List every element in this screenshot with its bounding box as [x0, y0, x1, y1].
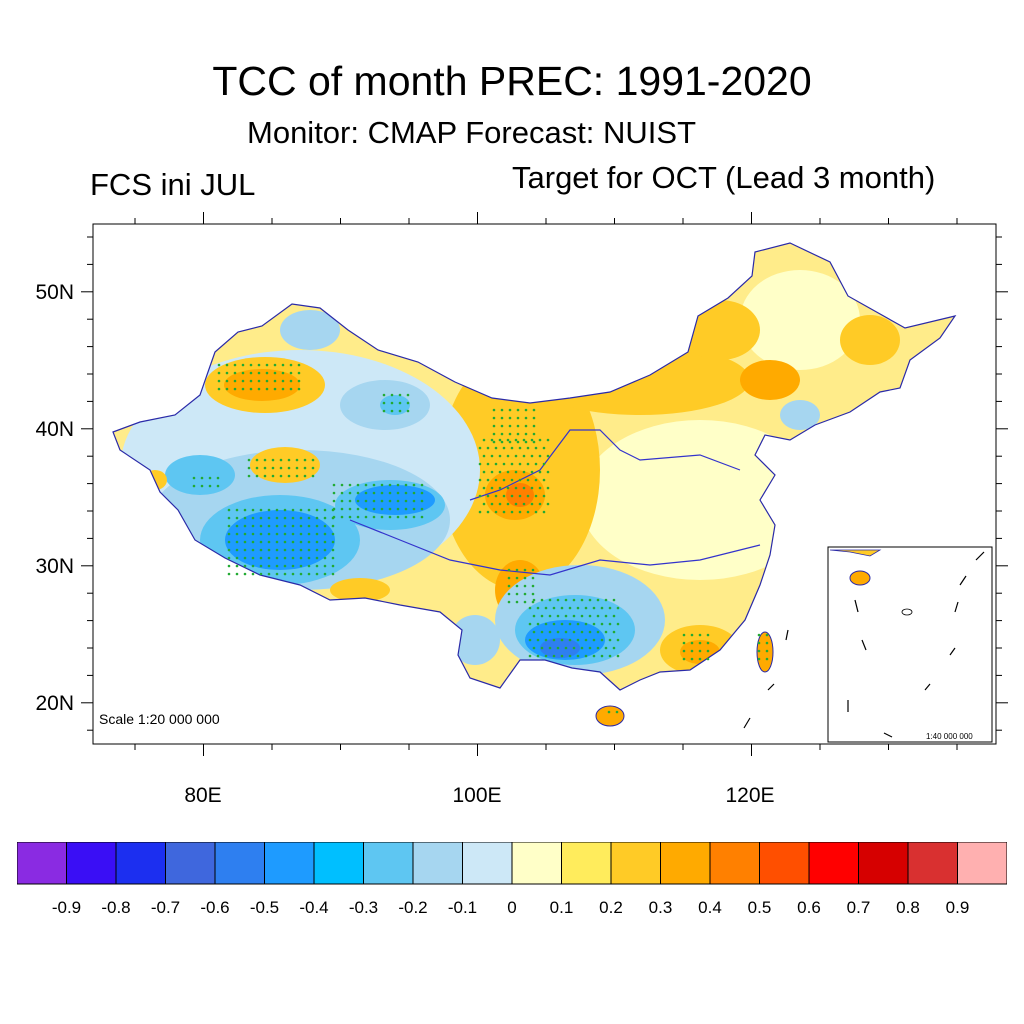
colorbar-tick-label: 0.6: [797, 898, 821, 917]
colorbar-tick-label: -0.3: [348, 898, 379, 917]
colorbar-swatch: [709, 842, 760, 885]
colorbar-swatch: [759, 842, 810, 885]
colorbar: [17, 842, 1007, 885]
colorbar-tick-label: 0.3: [648, 898, 673, 917]
colorbar-swatch: [957, 842, 1007, 885]
colorbar-swatch: [610, 842, 661, 885]
colorbar-swatch: [313, 842, 364, 885]
colorbar-tick-label: 0.2: [599, 898, 623, 917]
colorbar-swatch: [264, 842, 315, 885]
colorbar-swatch: [363, 842, 414, 885]
nine-dash-fragments: [743, 629, 789, 729]
lon-label: 80E: [184, 784, 222, 807]
inset-reef: [901, 608, 913, 616]
colorbar-tick-label: 0.5: [747, 898, 772, 917]
colorbar-swatch: [214, 842, 265, 885]
lat-ticks: [81, 236, 1008, 731]
colorbar-tick-label: 0.1: [549, 898, 574, 917]
lat-label: 40N: [35, 418, 74, 441]
colorbar-swatch: [412, 842, 463, 885]
yellow-river: [469, 429, 741, 501]
colorbar-swatch: [115, 842, 166, 885]
colorbar-tick-label: -0.2: [398, 898, 428, 917]
significance-dots: [192, 363, 769, 714]
lat-label: 30N: [35, 555, 74, 578]
colorbar-tick-label: 0.9: [945, 898, 970, 917]
colorbar-tick-label: 0: [507, 898, 517, 917]
colorbar-tick-label: -0.9: [51, 898, 82, 917]
lon-label: 100E: [452, 784, 502, 807]
colorbar-tick-label: 0.8: [896, 898, 920, 917]
inset-scale-label: 1:40 000 000: [926, 732, 973, 741]
colorbar-tick-label: -0.1: [447, 898, 478, 917]
colorbar-swatch: [858, 842, 909, 885]
colorbar-swatch: [907, 842, 958, 885]
inset-coast: [829, 549, 882, 557]
colorbar-swatch: [17, 842, 67, 885]
left-label: FCS ini JUL: [90, 167, 256, 202]
figure-subtitle: Monitor: CMAP Forecast: NUIST: [247, 115, 697, 150]
colorbar-swatch: [561, 842, 612, 885]
lon-label: 120E: [725, 784, 775, 807]
colorbar-tick-label: 0.4: [698, 898, 722, 917]
colorbar-tick-label: 0.7: [846, 898, 871, 917]
figure-title: TCC of month PREC: 1991-2020: [212, 58, 812, 104]
lat-label: 20N: [35, 692, 74, 715]
colorbar-tick-label: -0.6: [200, 898, 230, 917]
colorbar-tick-label: -0.8: [101, 898, 131, 917]
taiwan-island: [756, 631, 774, 673]
right-label: Target for OCT (Lead 3 month): [512, 160, 936, 195]
colorbar-tick-label: -0.4: [299, 898, 329, 917]
colorbar-swatch: [165, 842, 216, 885]
lon-ticks: [134, 212, 958, 756]
china-border: [112, 242, 957, 691]
colorbar-swatch: [462, 842, 513, 885]
hainan-island: [595, 705, 625, 727]
colorbar-tick-label: -0.7: [150, 898, 181, 917]
inset-hainan: [849, 570, 871, 586]
colorbar-swatch: [66, 842, 117, 885]
colorbar-swatch: [808, 842, 859, 885]
colorbar-swatch: [511, 842, 562, 885]
colorbar-tick-label: -0.5: [249, 898, 280, 917]
yangtze-river: [349, 519, 761, 576]
lat-label: 50N: [35, 281, 74, 304]
colorbar-swatch: [660, 842, 711, 885]
inset-dashes: [847, 551, 985, 738]
scale-label: Scale 1:20 000 000: [99, 711, 220, 727]
